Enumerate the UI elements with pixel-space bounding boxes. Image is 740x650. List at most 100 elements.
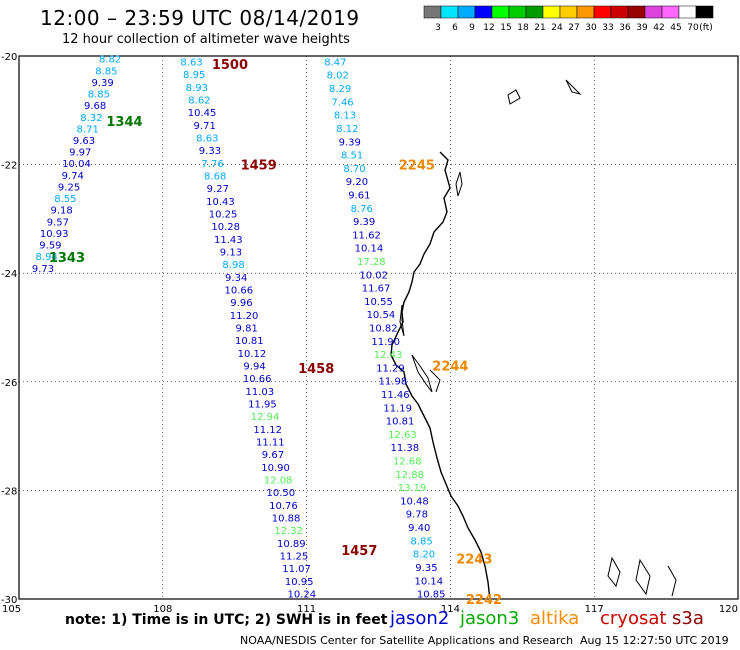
swh-value: 11.25 — [280, 552, 309, 563]
satellite-label-cryosat: cryosat — [600, 608, 667, 629]
y-tick-label: -20 — [1, 52, 17, 63]
swh-value: 9.35 — [415, 563, 437, 574]
swh-value: 10.04 — [62, 159, 91, 170]
swh-value: 8.94 — [36, 252, 58, 263]
pass-label: 1344 — [106, 115, 142, 130]
swh-value: 10.66 — [243, 374, 272, 385]
swh-value: 10.89 — [277, 539, 306, 550]
y-tick-label: -28 — [1, 486, 17, 497]
swh-value: 10.14 — [355, 244, 384, 255]
legend-swatch — [610, 5, 629, 19]
swh-value: 9.59 — [39, 241, 61, 252]
swh-value: 10.45 — [188, 108, 217, 119]
swh-value: 13.19 — [398, 483, 427, 494]
legend-label: 30 — [585, 23, 597, 33]
swh-value: 10.12 — [238, 349, 267, 360]
swh-value: 8.12 — [336, 124, 358, 135]
swh-value: 9.25 — [58, 182, 80, 193]
swh-value: 11.19 — [383, 403, 412, 414]
y-tick-label: -26 — [1, 378, 17, 389]
swh-value: 11.95 — [248, 400, 277, 411]
legend-swatch — [644, 5, 663, 19]
swh-value: 8.68 — [204, 171, 226, 182]
plot-frame — [18, 55, 739, 600]
swh-value: 9.96 — [230, 298, 252, 309]
swh-value: 10.82 — [369, 324, 398, 335]
legend-label: 3 — [435, 23, 441, 33]
swh-value: 9.71 — [194, 121, 216, 132]
swh-value: 11.46 — [381, 390, 410, 401]
legend-swatch — [491, 5, 510, 19]
legend-swatch — [593, 5, 612, 19]
swh-value: 9.34 — [225, 273, 247, 284]
swh-value: 12.88 — [395, 470, 424, 481]
swh-value: 10.76 — [269, 501, 298, 512]
pass-label: 1458 — [298, 362, 334, 377]
swh-value: 8.85 — [411, 536, 433, 547]
chart-subtitle: 12 hour collection of altimeter wave hei… — [62, 32, 350, 47]
swh-value: 11.29 — [376, 363, 405, 374]
legend-swatch — [440, 5, 459, 19]
swh-value: 8.76 — [351, 204, 373, 215]
legend-label: 21 — [534, 23, 545, 33]
swh-value: 9.63 — [73, 136, 95, 147]
satellite-label-altika: altika — [530, 608, 580, 629]
swh-value: 10.48 — [400, 496, 429, 507]
swh-value: 9.78 — [406, 510, 428, 521]
swh-value: 11.12 — [253, 425, 282, 436]
swh-value: 9.81 — [236, 324, 258, 335]
pass-label: 1343 — [49, 251, 85, 266]
swh-value: 10.81 — [386, 417, 415, 428]
swh-value: 11.11 — [256, 438, 285, 449]
swh-value: 12.63 — [388, 430, 417, 441]
legend-swatch — [559, 5, 578, 19]
x-tick-label: 111 — [297, 604, 316, 615]
swh-value: 10.81 — [235, 336, 264, 347]
swh-value: 9.73 — [32, 264, 54, 275]
legend-label: 39 — [636, 23, 648, 33]
swh-value: 7.46 — [331, 97, 353, 108]
swh-value: 17.28 — [357, 257, 386, 268]
satellite-label-jason2: jason2 — [390, 608, 450, 629]
swh-value: 8.29 — [329, 84, 351, 95]
swh-value: 11.43 — [214, 235, 243, 246]
pass-label: 1459 — [241, 159, 277, 174]
swh-value: 11.20 — [230, 311, 259, 322]
pass-label: 2243 — [456, 552, 492, 567]
legend-swatch — [457, 5, 476, 19]
legend-label: 12 — [483, 23, 494, 33]
swh-value: 10.93 — [40, 229, 69, 240]
swh-value: 9.27 — [207, 184, 229, 195]
swh-value: 9.61 — [348, 190, 370, 201]
legend-label: 15 — [500, 23, 511, 33]
satellite-label-jason3: jason3 — [460, 608, 520, 629]
x-tick-label: 117 — [585, 604, 604, 615]
swh-value: 12.68 — [393, 457, 422, 468]
swh-value: 11.07 — [282, 564, 311, 575]
swh-value: 11.62 — [352, 230, 381, 241]
swh-value: 10.43 — [206, 197, 235, 208]
swh-value: 12.32 — [274, 526, 303, 537]
pass-label: 2244 — [432, 360, 468, 375]
altimeter-tracks: 8.828.859.398.859.688.328.719.639.9710.0… — [32, 55, 446, 601]
legend-label: 36 — [619, 23, 631, 33]
x-tick-label: 108 — [153, 604, 172, 615]
swh-value: 9.97 — [69, 148, 91, 159]
y-tick-label: -22 — [1, 161, 17, 172]
swh-value: 9.67 — [262, 450, 284, 461]
swh-value: 8.62 — [188, 95, 210, 106]
swh-value: 9.40 — [408, 523, 430, 534]
legend-swatch — [576, 5, 595, 19]
coastline — [390, 79, 677, 601]
legend-label: 45 — [670, 23, 681, 33]
legend-swatch — [542, 5, 561, 19]
swh-value: 11.03 — [245, 387, 274, 398]
swh-value: 10.14 — [415, 576, 444, 587]
swh-value: 8.13 — [334, 111, 356, 122]
legend-label: 9 — [469, 23, 475, 33]
legend-label: 27 — [568, 23, 579, 33]
legend-swatch — [678, 5, 697, 19]
swh-value: 10.25 — [209, 209, 238, 220]
swh-value: 8.02 — [327, 71, 349, 82]
y-tick-label: -30 — [1, 595, 17, 606]
